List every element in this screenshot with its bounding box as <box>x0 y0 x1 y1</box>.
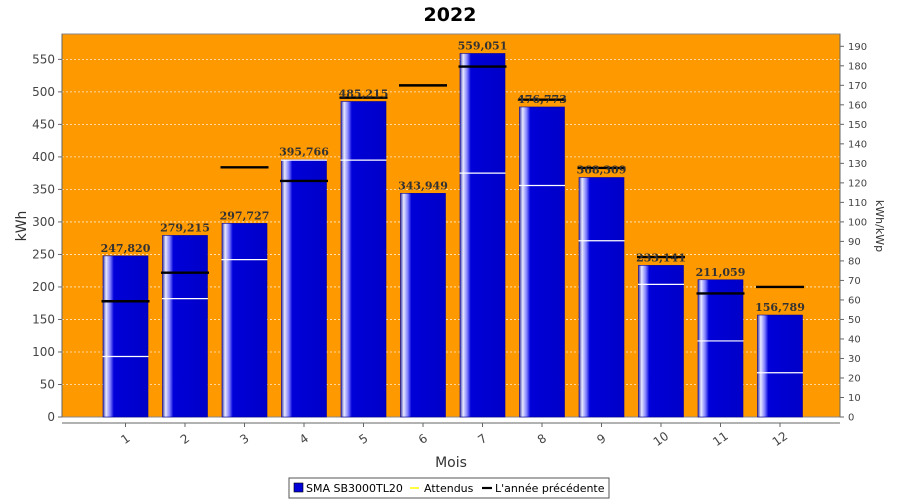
y2-tick-label: 90 <box>848 237 861 248</box>
y2-tick-label: 170 <box>848 81 867 92</box>
bar <box>400 193 446 418</box>
y2-tick-label: 70 <box>848 276 861 287</box>
bar-data-label: 395,766 <box>279 146 329 159</box>
x-tick-label: 10 <box>651 429 672 449</box>
y2-tick-label: 40 <box>848 334 861 345</box>
x-tick-label: 2 <box>178 431 192 447</box>
legend: SMA SB3000TL20 Attendus L'année précédente <box>288 477 610 499</box>
chart-title: 2022 <box>424 4 477 26</box>
y-tick-label: 250 <box>32 247 55 261</box>
bar <box>340 101 387 418</box>
y-tick-label: 50 <box>40 377 55 391</box>
x-tick-label: 1 <box>118 431 132 447</box>
bar-data-label: 368,309 <box>577 164 627 177</box>
x-tick-label: 3 <box>237 431 251 447</box>
bar-data-label: 233,141 <box>636 251 686 264</box>
bar-data-label: 559,051 <box>458 39 508 52</box>
data-labels: 247,820 279,215 297,727 395,766 485,215 343,9… <box>101 39 805 314</box>
y2-tick-label: 60 <box>848 295 861 306</box>
bars <box>102 53 803 418</box>
y-tick-label: 0 <box>47 410 55 424</box>
y-tick-label: 500 <box>32 85 55 99</box>
y-tick-label: 400 <box>32 150 55 164</box>
y2-tick-label: 120 <box>848 178 867 189</box>
bar <box>578 177 625 418</box>
y2-tick-label: 20 <box>848 373 861 384</box>
y-tick-label: 350 <box>32 182 55 196</box>
y2-tick-label: 150 <box>848 120 867 131</box>
y2-tick-label: 80 <box>848 256 861 267</box>
bar <box>162 235 208 418</box>
y-axis-label: kWh <box>14 211 30 242</box>
y2-tick-label: 100 <box>848 217 867 228</box>
bar <box>102 255 149 418</box>
bar-data-label: 211,059 <box>696 266 746 279</box>
y-tick-label: 450 <box>32 117 55 131</box>
bar-data-label: 343,949 <box>398 179 448 192</box>
x-tick-label: 12 <box>770 429 791 449</box>
y2-tick-label: 180 <box>848 61 867 72</box>
x-tick-label: 7 <box>475 431 489 447</box>
x-tick-label: 4 <box>297 431 311 447</box>
bar <box>638 265 684 418</box>
bar-data-label: 279,215 <box>160 221 210 234</box>
y2-axis-label: kWh/kWp <box>873 200 886 252</box>
bar <box>519 106 565 418</box>
x-tick-label: 9 <box>594 431 608 447</box>
legend-box <box>288 477 610 499</box>
bar-data-label: 485,215 <box>339 87 389 100</box>
y2-tick-label: 190 <box>848 42 867 53</box>
x-axis-label: Mois <box>435 455 467 471</box>
y-tick-label: 200 <box>32 280 55 294</box>
y2-tick-label: 50 <box>848 315 861 326</box>
x-tick-label: 11 <box>710 429 731 449</box>
y2-tick-label: 140 <box>848 139 867 150</box>
bar <box>281 159 327 418</box>
markers <box>101 65 804 374</box>
y2-tick-label: 160 <box>848 100 867 111</box>
bar-data-label: 476,773 <box>517 93 567 106</box>
y2-tick-label: 110 <box>848 198 867 209</box>
x-axis: 1 2 3 4 5 6 7 8 9 10 11 12 <box>62 422 840 449</box>
y-tick-label: 550 <box>32 52 55 66</box>
y-tick-label: 150 <box>32 312 55 326</box>
y2-axis: 0 10 20 30 40 50 60 70 80 90 100 110 120 130 140 150 160… <box>839 34 867 424</box>
bar-data-label: 156,789 <box>755 301 805 314</box>
bar <box>757 314 803 418</box>
bar <box>697 279 744 418</box>
bar-data-label: 297,727 <box>220 209 270 222</box>
y-axis: 0 50 100 150 200 250 300 350 400 450 500 550 <box>32 34 63 424</box>
legend-label: SMA SB3000TL20 <box>306 482 403 495</box>
x-tick-label: 5 <box>356 431 370 447</box>
bar <box>221 223 268 418</box>
legend-label: Attendus <box>424 482 474 495</box>
y2-tick-label: 10 <box>848 393 861 404</box>
y-tick-label: 300 <box>32 215 55 229</box>
bar <box>459 53 506 418</box>
y-tick-label: 100 <box>32 345 55 359</box>
x-tick-label: 8 <box>535 431 549 447</box>
legend-swatch-bar <box>293 482 304 493</box>
y2-tick-label: 130 <box>848 159 867 170</box>
y2-tick-label: 30 <box>848 354 861 365</box>
y2-tick-label: 0 <box>848 413 854 424</box>
x-tick-label: 6 <box>416 431 430 447</box>
legend-label: L'année précédente <box>495 482 605 495</box>
bar-data-label: 247,820 <box>101 242 151 255</box>
